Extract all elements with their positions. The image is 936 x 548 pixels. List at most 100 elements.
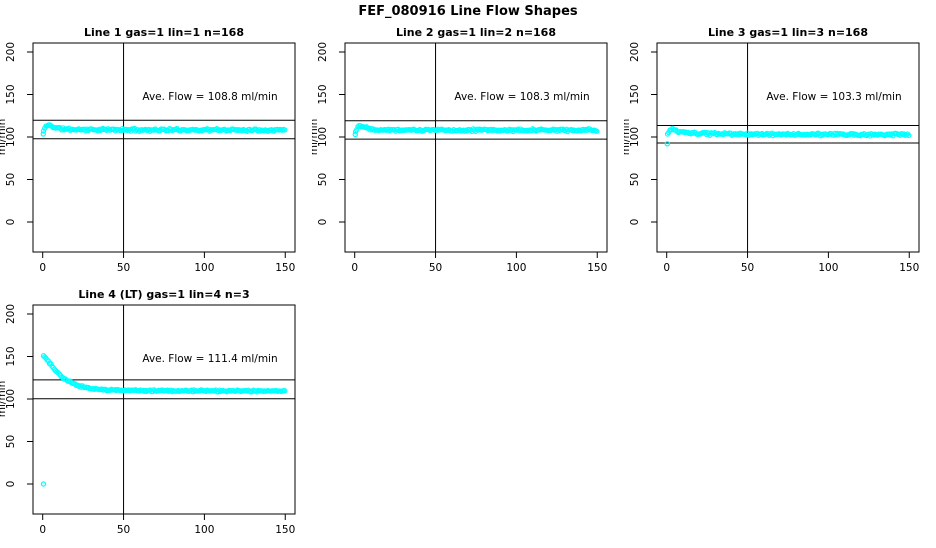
x-axis: 0 50 100 150 [663, 252, 919, 274]
data-point [164, 387, 170, 393]
panel-title: Line 4 (LT) gas=1 lin=4 n=3 [78, 288, 249, 301]
flow-plot-line1: Line 1 gas=1 lin=1 n=168 0 50 100 150 200 ml/m… [0, 26, 296, 274]
x-tick-label: 50 [429, 262, 442, 274]
data-point [385, 126, 391, 132]
y-tick-label: 0 [5, 481, 17, 488]
y-tick-label: 0 [5, 219, 17, 226]
y-tick-label: 50 [629, 173, 641, 186]
outlier-data-point [40, 131, 47, 137]
avg-flow-annotation: Ave. Flow = 108.8 ml/min [142, 91, 277, 103]
scatter-points [40, 122, 288, 137]
y-tick-label: 100 [5, 389, 17, 409]
scatter-points [352, 122, 600, 138]
y-axis: 0 50 100 150 200 ml/min [308, 42, 345, 226]
avg-flow-annotation: Ave. Flow = 103.3 ml/min [766, 91, 901, 103]
y-tick-label: 150 [5, 84, 17, 104]
panel-line4: Line 4 (LT) gas=1 lin=4 n=3 0 50 100 150 200 m… [0, 282, 312, 544]
y-tick-label: 50 [5, 435, 17, 448]
y-axis-title: ml/min [0, 119, 8, 155]
avg-flow-annotation: Ave. Flow = 108.3 ml/min [454, 91, 589, 103]
data-point [123, 126, 129, 133]
reference-lines [657, 43, 919, 252]
x-axis: 0 50 100 150 [39, 252, 295, 274]
data-point [457, 127, 463, 133]
x-tick-label: 100 [506, 262, 526, 274]
data-point [282, 388, 288, 394]
x-tick-label: 150 [275, 524, 295, 536]
y-tick-label: 200 [629, 42, 641, 62]
y-axis-title: ml/min [0, 381, 8, 417]
panel-line1: Line 1 gas=1 lin=1 n=168 0 50 100 150 200 ml/m… [0, 20, 312, 282]
flow-plot-line4: Line 4 (LT) gas=1 lin=4 n=3 0 50 100 150 200 m… [0, 288, 296, 536]
x-tick-label: 150 [899, 262, 919, 274]
data-point [903, 132, 910, 138]
data-point [151, 127, 157, 133]
x-axis: 0 50 100 150 [39, 514, 295, 536]
reference-lines [33, 305, 295, 514]
y-tick-label: 100 [5, 127, 17, 147]
y-tick-label: 150 [317, 84, 329, 104]
panel-line2: Line 2 gas=1 lin=2 n=168 0 50 100 150 200 ml/m… [308, 20, 624, 282]
data-point [906, 132, 912, 139]
y-tick-label: 200 [317, 42, 329, 62]
x-tick-label: 150 [275, 262, 295, 274]
data-point [851, 132, 857, 138]
data-point [594, 128, 600, 134]
avg-flow-annotation: Ave. Flow = 111.4 ml/min [142, 353, 277, 365]
y-axis-title: ml/min [312, 119, 320, 155]
panel-title: Line 3 gas=1 lin=3 n=168 [708, 26, 868, 39]
x-tick-label: 100 [194, 262, 214, 274]
y-axis-title: ml/min [624, 119, 632, 155]
x-tick-label: 50 [117, 262, 130, 274]
panel-title: Line 1 gas=1 lin=1 n=168 [84, 26, 244, 39]
x-tick-label: 100 [194, 524, 214, 536]
y-tick-label: 150 [5, 346, 17, 366]
data-point [216, 387, 223, 393]
scatter-points [40, 353, 288, 487]
data-point [418, 127, 424, 133]
data-point [40, 128, 47, 134]
data-point [354, 127, 360, 133]
flow-plot-line2: Line 2 gas=1 lin=2 n=168 0 50 100 150 200 ml/m… [308, 26, 608, 274]
x-tick-label: 0 [663, 262, 670, 274]
x-tick-label: 150 [587, 262, 607, 274]
x-tick-label: 100 [818, 262, 838, 274]
outlier-data-point [664, 141, 671, 147]
data-point [674, 128, 680, 135]
data-point [48, 361, 54, 367]
y-axis: 0 50 100 150 200 ml/min [0, 304, 33, 487]
plot-box [32, 42, 296, 253]
y-tick-label: 200 [5, 304, 17, 324]
x-tick-label: 50 [117, 524, 130, 536]
y-tick-label: 0 [629, 219, 641, 226]
y-axis: 0 50 100 150 200 ml/min [0, 42, 33, 225]
x-tick-label: 0 [39, 262, 46, 274]
data-point [135, 127, 141, 133]
flow-plot-line3: Line 3 gas=1 lin=3 n=168 0 50 100 150 200 ml/m… [620, 26, 920, 274]
main-title: FEF_080916 Line Flow Shapes [358, 4, 578, 19]
x-tick-label: 50 [741, 262, 754, 274]
data-point [113, 387, 119, 394]
outlier-data-point [40, 481, 47, 487]
y-tick-label: 100 [317, 127, 329, 147]
y-tick-label: 50 [317, 173, 329, 186]
data-point [532, 127, 538, 133]
reference-lines [345, 43, 607, 252]
x-axis: 0 50 100 150 [351, 252, 607, 274]
panel-title: Line 2 gas=1 lin=2 n=168 [396, 26, 556, 39]
x-tick-label: 0 [39, 524, 46, 536]
y-axis: 0 50 100 150 200 ml/min [620, 42, 657, 226]
data-point [84, 126, 90, 132]
plot-box [656, 42, 920, 253]
plot-box [344, 42, 608, 253]
reference-lines [33, 43, 295, 252]
panel-line3: Line 3 gas=1 lin=3 n=168 0 50 100 150 200 ml/m… [620, 20, 936, 282]
data-point [256, 127, 263, 133]
data-point [282, 127, 288, 133]
y-tick-label: 0 [317, 219, 329, 226]
scatter-points [664, 125, 912, 147]
y-tick-label: 100 [629, 127, 641, 147]
panels-grid: Line 1 gas=1 lin=1 n=168 0 50 100 150 200 ml/m… [0, 20, 936, 544]
x-tick-label: 0 [351, 262, 358, 274]
